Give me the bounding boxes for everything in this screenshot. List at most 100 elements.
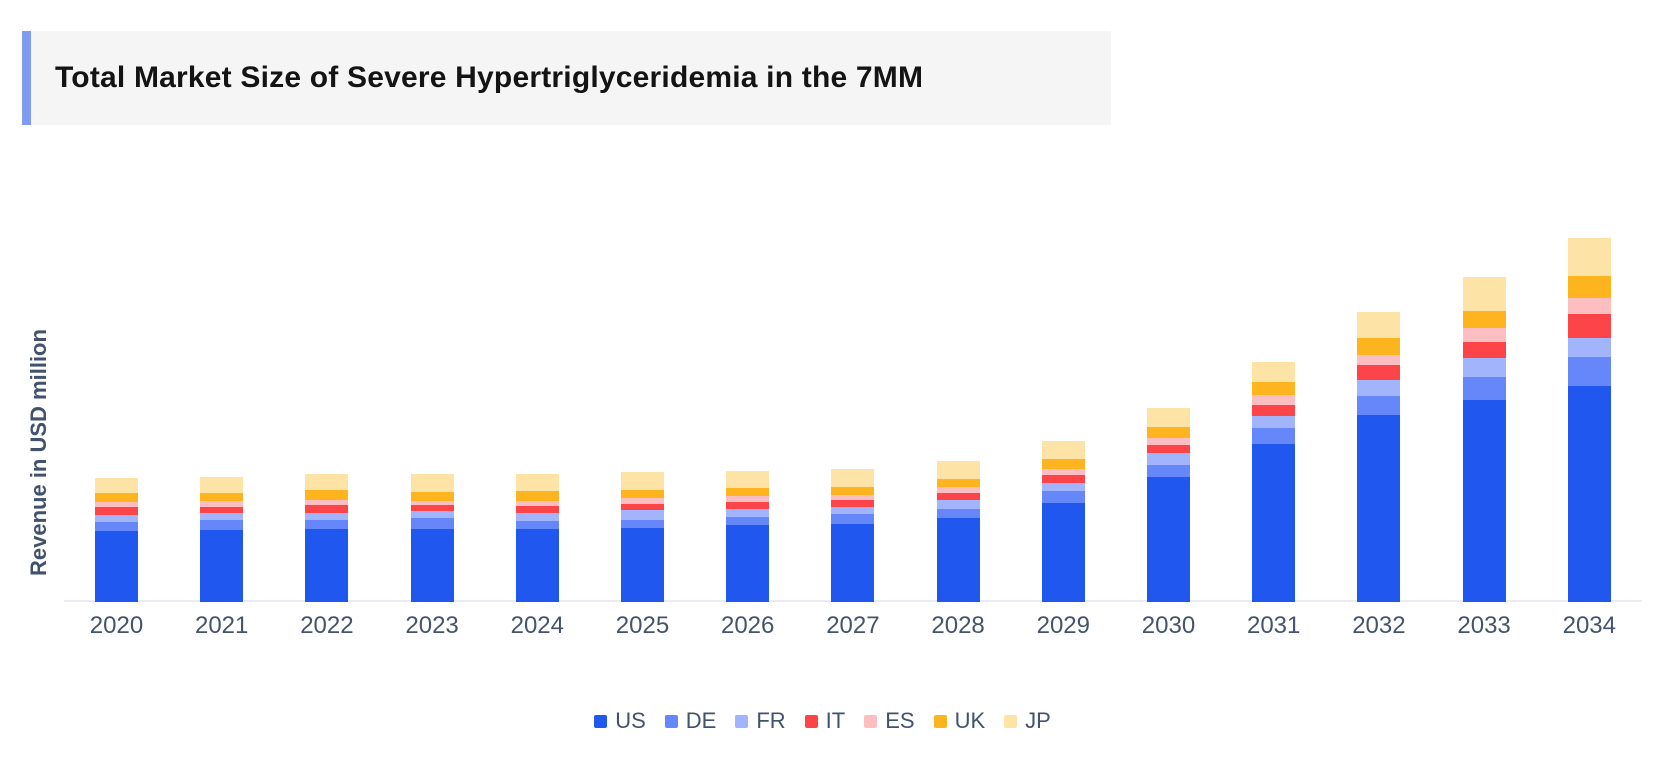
bar-segment-es[interactable] xyxy=(200,501,244,507)
legend-item-fr[interactable]: FR xyxy=(735,708,786,734)
bar-segment-es[interactable] xyxy=(410,500,454,505)
bar-segment-us[interactable] xyxy=(515,528,559,602)
bar-segment-de[interactable] xyxy=(95,521,138,531)
bar-segment-it[interactable] xyxy=(831,500,875,507)
bar-2020[interactable] xyxy=(95,477,138,602)
bar-segment-es[interactable] xyxy=(305,499,349,505)
bar-segment-de[interactable] xyxy=(1252,428,1296,444)
bar-segment-uk[interactable] xyxy=(1252,382,1296,395)
bar-2029[interactable] xyxy=(1041,441,1085,602)
bar-segment-uk[interactable] xyxy=(1567,276,1611,298)
bar-segment-jp[interactable] xyxy=(726,471,770,488)
bar-segment-us[interactable] xyxy=(200,529,244,602)
bar-segment-us[interactable] xyxy=(410,528,454,602)
bar-segment-us[interactable] xyxy=(1567,385,1611,602)
bar-segment-jp[interactable] xyxy=(1462,276,1506,311)
bar-segment-de[interactable] xyxy=(726,516,770,525)
bar-segment-de[interactable] xyxy=(936,508,980,518)
bar-segment-uk[interactable] xyxy=(621,489,664,498)
bar-segment-fr[interactable] xyxy=(1147,453,1190,465)
bar-segment-uk[interactable] xyxy=(1462,310,1506,328)
bar-segment-jp[interactable] xyxy=(1041,441,1085,459)
bar-segment-jp[interactable] xyxy=(1357,312,1401,338)
bar-segment-uk[interactable] xyxy=(1041,459,1085,469)
bar-segment-de[interactable] xyxy=(1041,491,1085,503)
bar-segment-es[interactable] xyxy=(515,500,559,506)
bar-segment-es[interactable] xyxy=(726,495,770,502)
bar-segment-it[interactable] xyxy=(726,501,770,509)
bar-segment-es[interactable] xyxy=(1462,328,1506,342)
bar-segment-us[interactable] xyxy=(1357,414,1401,602)
bar-segment-it[interactable] xyxy=(621,503,664,510)
bar-segment-fr[interactable] xyxy=(1567,337,1611,357)
bar-segment-it[interactable] xyxy=(1252,404,1296,416)
bar-2025[interactable] xyxy=(621,471,664,602)
bar-segment-fr[interactable] xyxy=(1357,379,1401,396)
bar-segment-de[interactable] xyxy=(1147,464,1190,477)
bar-segment-de[interactable] xyxy=(831,514,875,524)
bar-segment-es[interactable] xyxy=(936,487,980,493)
bar-segment-de[interactable] xyxy=(305,520,349,529)
bar-segment-fr[interactable] xyxy=(410,511,454,518)
legend-item-us[interactable]: US xyxy=(594,708,646,734)
legend-item-it[interactable]: IT xyxy=(804,708,845,734)
bar-segment-de[interactable] xyxy=(1462,376,1506,400)
legend-item-es[interactable]: ES xyxy=(864,708,915,734)
bar-segment-fr[interactable] xyxy=(1462,358,1506,377)
bar-2026[interactable] xyxy=(726,471,770,602)
bar-segment-fr[interactable] xyxy=(621,510,664,520)
bar-segment-us[interactable] xyxy=(621,527,664,602)
bar-segment-fr[interactable] xyxy=(305,512,349,520)
bar-segment-uk[interactable] xyxy=(831,487,875,495)
bar-segment-jp[interactable] xyxy=(200,476,244,493)
bar-segment-us[interactable] xyxy=(936,517,980,602)
bar-segment-fr[interactable] xyxy=(515,513,559,521)
bar-segment-de[interactable] xyxy=(200,520,244,530)
bar-segment-uk[interactable] xyxy=(1357,338,1401,355)
bar-segment-uk[interactable] xyxy=(936,478,980,487)
bar-segment-es[interactable] xyxy=(1147,438,1190,445)
bar-2021[interactable] xyxy=(200,476,244,602)
bar-segment-us[interactable] xyxy=(1147,476,1190,602)
bar-segment-uk[interactable] xyxy=(515,491,559,501)
bar-segment-uk[interactable] xyxy=(1147,427,1190,438)
bar-segment-it[interactable] xyxy=(936,492,980,500)
bar-segment-fr[interactable] xyxy=(200,513,244,520)
bar-segment-es[interactable] xyxy=(1252,394,1296,405)
bar-segment-us[interactable] xyxy=(305,528,349,602)
bar-2033[interactable] xyxy=(1462,276,1506,602)
bar-segment-uk[interactable] xyxy=(410,491,454,501)
bar-segment-es[interactable] xyxy=(1041,468,1085,475)
bar-segment-us[interactable] xyxy=(1041,502,1085,602)
bar-2024[interactable] xyxy=(515,473,559,602)
bar-segment-de[interactable] xyxy=(1567,357,1611,386)
bar-segment-it[interactable] xyxy=(305,505,349,513)
bar-2023[interactable] xyxy=(410,474,454,602)
bar-segment-jp[interactable] xyxy=(621,471,664,490)
bar-segment-it[interactable] xyxy=(1567,313,1611,338)
legend-item-uk[interactable]: UK xyxy=(933,708,985,734)
bar-segment-uk[interactable] xyxy=(200,492,244,501)
bar-segment-jp[interactable] xyxy=(1567,238,1611,276)
bar-segment-it[interactable] xyxy=(1041,475,1085,483)
bar-segment-uk[interactable] xyxy=(95,493,138,502)
bar-segment-es[interactable] xyxy=(1357,354,1401,365)
bar-segment-it[interactable] xyxy=(1147,444,1190,453)
bar-segment-fr[interactable] xyxy=(1252,416,1296,428)
bar-segment-de[interactable] xyxy=(621,519,664,528)
bar-segment-jp[interactable] xyxy=(95,477,138,493)
bar-segment-it[interactable] xyxy=(1357,365,1401,380)
bar-segment-de[interactable] xyxy=(410,517,454,529)
bar-segment-jp[interactable] xyxy=(1147,408,1190,427)
bar-segment-es[interactable] xyxy=(1567,298,1611,314)
bar-2030[interactable] xyxy=(1147,408,1190,602)
bar-segment-uk[interactable] xyxy=(726,487,770,496)
bar-segment-it[interactable] xyxy=(200,506,244,513)
bar-2034[interactable] xyxy=(1567,238,1611,602)
bar-segment-fr[interactable] xyxy=(726,509,770,517)
bar-segment-jp[interactable] xyxy=(831,469,875,487)
bar-segment-uk[interactable] xyxy=(305,490,349,500)
bar-segment-fr[interactable] xyxy=(936,500,980,509)
bar-2032[interactable] xyxy=(1357,312,1401,602)
bar-segment-es[interactable] xyxy=(95,502,138,507)
